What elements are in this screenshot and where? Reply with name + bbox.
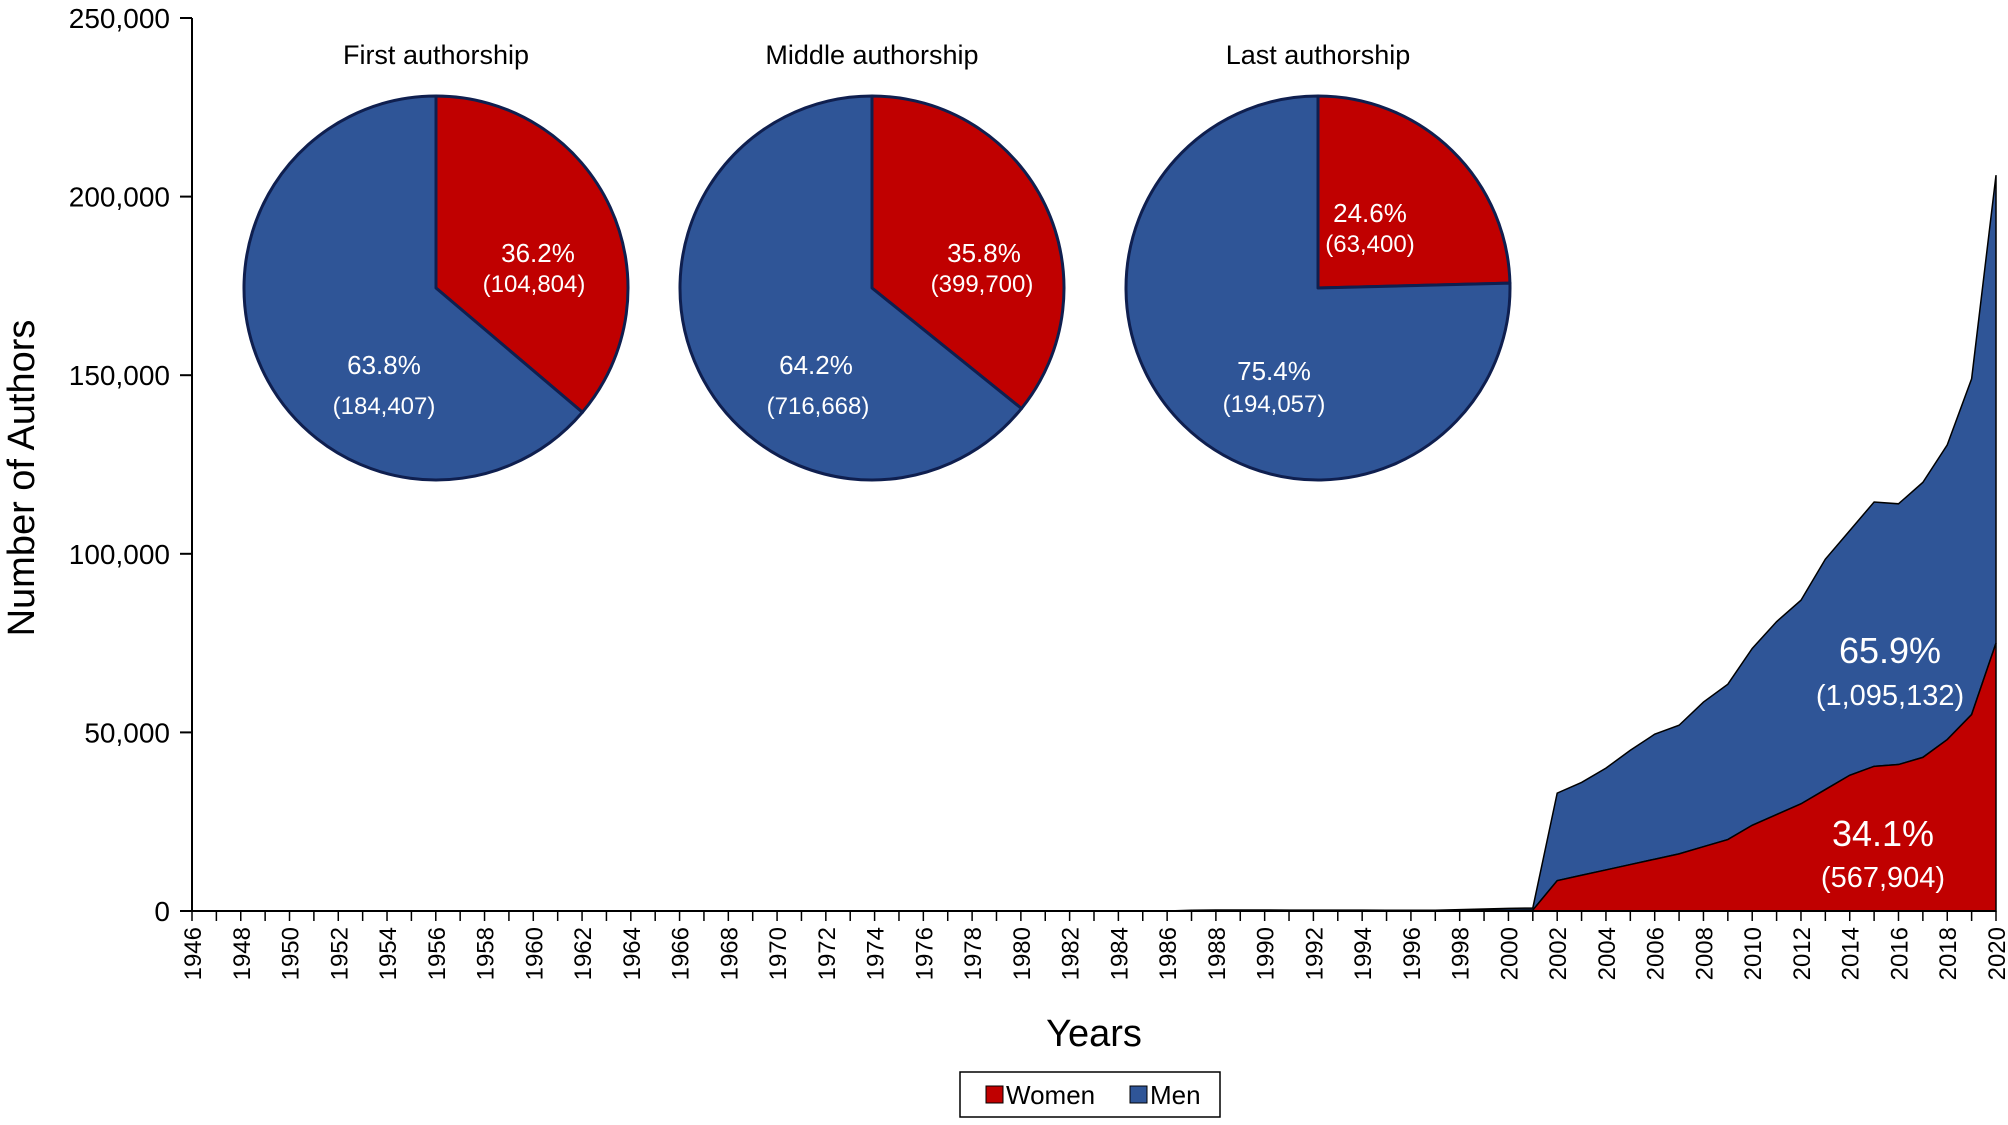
pie-label-women-percent: 24.6% — [1333, 198, 1407, 228]
legend-swatch-women — [985, 1085, 1004, 1104]
x-tick-label: 2004 — [1594, 927, 1621, 980]
x-tick-label: 1946 — [180, 927, 207, 980]
x-tick-label: 1986 — [1155, 927, 1182, 980]
pie-slice-women — [1316, 94, 1512, 290]
x-tick-label: 2018 — [1935, 927, 1962, 980]
x-tick-label: 1956 — [424, 927, 451, 980]
y-tick-label: 250,000 — [69, 3, 170, 34]
x-tick-label: 1984 — [1106, 927, 1133, 980]
pie-label-men-percent: 64.2% — [779, 350, 853, 380]
x-tick-label: 1988 — [1204, 927, 1231, 980]
x-tick-label: 1992 — [1301, 927, 1328, 980]
x-tick-label: 2014 — [1838, 927, 1865, 980]
legend-swatch-men — [1129, 1085, 1148, 1104]
x-tick-label: 1966 — [668, 927, 695, 980]
x-tick-label: 2016 — [1886, 927, 1913, 980]
pie-label-women-count: (63,400) — [1325, 231, 1414, 258]
x-tick-label: 1972 — [814, 927, 841, 980]
y-tick-label: 50,000 — [84, 717, 170, 748]
x-tick-label: 1982 — [1058, 927, 1085, 980]
y-tick-label: 0 — [154, 896, 170, 927]
x-tick-label: 1950 — [278, 927, 305, 980]
legend-label-men: Men — [1150, 1080, 1201, 1110]
x-tick-label: 1958 — [473, 927, 500, 980]
x-tick-label: 1976 — [911, 927, 938, 980]
pie-label-men-percent: 75.4% — [1237, 356, 1311, 386]
x-tick-label: 2006 — [1643, 927, 1670, 980]
pie-label-women-percent: 36.2% — [501, 238, 575, 268]
x-tick-label: 1952 — [326, 927, 353, 980]
x-tick-label: 2008 — [1691, 927, 1718, 980]
x-tick-label: 1962 — [570, 927, 597, 980]
x-tick-label: 1974 — [863, 927, 890, 980]
x-tick-label: 1994 — [1350, 927, 1377, 980]
x-tick-label: 1970 — [765, 927, 792, 980]
x-tick-label: 1964 — [619, 927, 646, 980]
pie-slice-men — [678, 94, 1023, 482]
pie-label-men-percent: 63.8% — [347, 350, 421, 380]
pie-slice-men — [1124, 94, 1512, 482]
men-area-count: (1,095,132) — [1816, 680, 1964, 712]
pie-label-women-percent: 35.8% — [947, 238, 1021, 268]
pie-layer: First authorship 36.2% (104,804) 63.8% (184,… — [242, 40, 1512, 482]
pie-chart-2: Middle authorship 35.8% (399,700) 64.2% (716… — [678, 40, 1066, 482]
x-tick-label: 1978 — [960, 927, 987, 980]
legend: Women Men — [959, 1071, 1221, 1118]
pie-label-women-count: (399,700) — [931, 271, 1034, 298]
x-tick-label: 1980 — [1009, 927, 1036, 980]
pie-title: Last authorship — [1226, 40, 1411, 70]
pie-label-women-count: (104,804) — [483, 271, 586, 298]
y-axis-title: Number of Authors — [1, 320, 43, 637]
y-tick-label: 150,000 — [69, 360, 170, 391]
y-tick-label: 200,000 — [69, 182, 170, 213]
x-tick-label: 1954 — [375, 927, 402, 980]
pie-slice-women — [434, 94, 630, 414]
x-tick-label: 2002 — [1545, 927, 1572, 980]
legend-label-women: Women — [1006, 1080, 1095, 1110]
x-tick-label: 1996 — [1399, 927, 1426, 980]
women-area-percent: 34.1% — [1832, 813, 1934, 854]
axis-layer: 0 50,000 100,000 150,000 200,000 250,000 1946 1… — [1, 3, 2008, 1055]
x-tick-label: 1968 — [716, 927, 743, 980]
x-axis-title: Years — [1046, 1013, 1142, 1055]
pie-slice-men — [242, 94, 584, 482]
x-tick-label: 2012 — [1789, 927, 1816, 980]
men-area-percent: 65.9% — [1839, 630, 1941, 671]
pie-chart-3: Last authorship 24.6% (63,400) 75.4% (194,05… — [1124, 40, 1512, 482]
x-tick-label: 1948 — [229, 927, 256, 980]
x-tick-label: 1990 — [1253, 927, 1280, 980]
women-area-count: (567,904) — [1821, 862, 1945, 894]
pie-label-men-count: (194,057) — [1223, 391, 1326, 418]
x-tick-label: 1998 — [1448, 927, 1475, 980]
x-tick-label: 1960 — [521, 927, 548, 980]
annotation-layer: 65.9% (1,095,132) 34.1% (567,904) — [1816, 630, 1964, 894]
pie-title: First authorship — [343, 40, 529, 70]
pie-label-men-count: (716,668) — [767, 393, 870, 420]
pie-label-men-count: (184,407) — [333, 393, 436, 420]
x-tick-label: 2010 — [1740, 927, 1767, 980]
x-tick-label: 2000 — [1496, 927, 1523, 980]
y-tick-label: 100,000 — [69, 539, 170, 570]
x-tick-label: 2020 — [1984, 927, 2008, 980]
pie-chart-1: First authorship 36.2% (104,804) 63.8% (184,… — [242, 40, 630, 482]
pie-slice-women — [870, 94, 1066, 411]
pie-title: Middle authorship — [765, 40, 978, 70]
